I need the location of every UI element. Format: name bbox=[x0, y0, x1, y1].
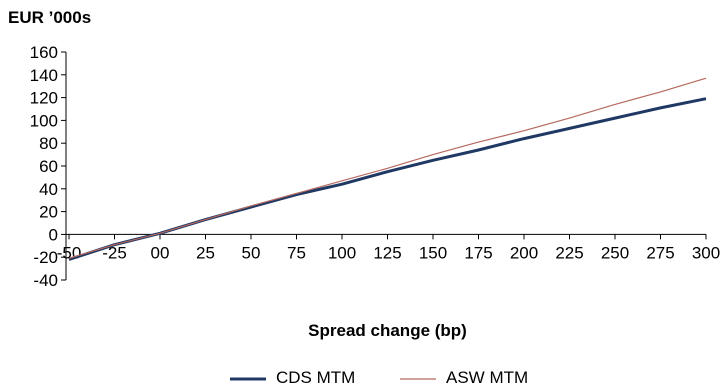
x-tick-label: 100 bbox=[328, 243, 356, 262]
x-tick-label: 150 bbox=[419, 243, 447, 262]
x-tick-label: 25 bbox=[196, 243, 215, 262]
x-tick-label: 275 bbox=[646, 243, 674, 262]
x-tick-label: 250 bbox=[601, 243, 629, 262]
y-tick-label: -40 bbox=[33, 271, 58, 290]
y-tick-label: 40 bbox=[39, 180, 58, 199]
y-tick-label: 100 bbox=[30, 111, 58, 130]
chart-series bbox=[68, 77, 707, 261]
x-tick-label: -50 bbox=[57, 243, 82, 262]
y-tick-label: 20 bbox=[39, 203, 58, 222]
x-tick-label: 75 bbox=[287, 243, 306, 262]
y-tick-label: 60 bbox=[39, 157, 58, 176]
x-tick-label: 200 bbox=[510, 243, 538, 262]
y-tick-label: 160 bbox=[30, 43, 58, 62]
series-line-asw-mtm bbox=[68, 77, 707, 259]
legend: CDS MTM ASW MTM bbox=[230, 368, 528, 385]
legend-label: ASW MTM bbox=[446, 368, 528, 385]
x-tick-label: 300 bbox=[692, 243, 720, 262]
y-tick-label: 120 bbox=[30, 89, 58, 108]
legend-label: CDS MTM bbox=[276, 368, 355, 385]
y-tick-label: -20 bbox=[33, 248, 58, 267]
x-tick-label: 125 bbox=[373, 243, 401, 262]
y-tick-label: 80 bbox=[39, 134, 58, 153]
y-tick-label: 0 bbox=[49, 225, 58, 244]
x-tick-label: 00 bbox=[151, 243, 170, 262]
x-tick-label: 175 bbox=[464, 243, 492, 262]
x-tick-label: 50 bbox=[242, 243, 261, 262]
y-tick-label: 140 bbox=[30, 66, 58, 85]
unit-label: EUR ’000s bbox=[8, 8, 92, 27]
x-axis-label: Spread change (bp) bbox=[308, 321, 467, 340]
x-tick-label: 225 bbox=[555, 243, 583, 262]
